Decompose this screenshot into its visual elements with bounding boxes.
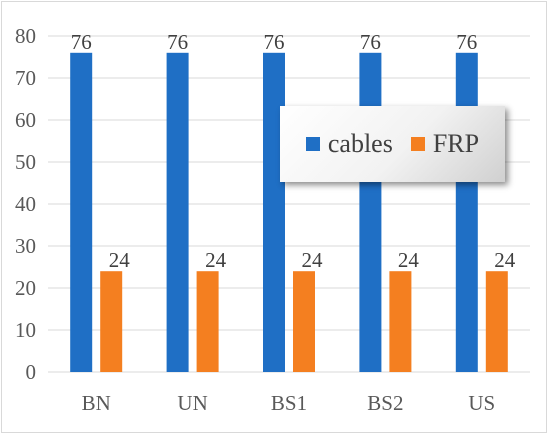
data-label: 24 bbox=[205, 248, 227, 272]
legend-item-frp: FRP bbox=[410, 129, 480, 159]
bar-cables bbox=[263, 52, 285, 373]
data-label: 24 bbox=[302, 248, 324, 272]
data-label: 24 bbox=[109, 248, 131, 272]
bar-frp bbox=[293, 271, 315, 372]
y-tick-label: 0 bbox=[26, 360, 37, 384]
y-tick-label: 60 bbox=[15, 108, 36, 132]
y-tick-label: 10 bbox=[15, 318, 36, 342]
y-tick-label: 40 bbox=[15, 192, 36, 216]
y-tick-label: 20 bbox=[15, 276, 36, 300]
y-tick-label: 50 bbox=[15, 150, 36, 174]
y-tick-label: 70 bbox=[15, 66, 36, 90]
legend-swatch-cables bbox=[305, 137, 320, 151]
x-tick-label: BS2 bbox=[367, 391, 403, 415]
data-label: 76 bbox=[71, 30, 92, 54]
bar-cables bbox=[455, 52, 478, 373]
y-tick-label: 30 bbox=[15, 234, 36, 258]
bar-frp bbox=[389, 271, 412, 372]
bar-cables bbox=[166, 52, 189, 373]
data-label: 76 bbox=[456, 30, 477, 54]
data-label: 76 bbox=[167, 30, 188, 54]
legend-label-cables: cables bbox=[327, 129, 393, 158]
legend-label-frp: FRP bbox=[432, 129, 480, 158]
x-tick-label: UN bbox=[177, 391, 207, 415]
chart-legend: cables FRP bbox=[280, 106, 505, 182]
legend-item-cables: cables bbox=[305, 129, 393, 159]
bar-frp bbox=[196, 271, 219, 372]
data-label: 24 bbox=[398, 248, 420, 272]
data-label: 76 bbox=[360, 30, 381, 54]
y-tick-label: 80 bbox=[15, 24, 36, 48]
bar-cables bbox=[359, 52, 382, 373]
x-tick-label: US bbox=[468, 391, 495, 415]
bar-frp bbox=[100, 271, 123, 372]
x-tick-label: BN bbox=[82, 391, 111, 415]
bar-frp bbox=[485, 271, 508, 372]
data-label: 24 bbox=[494, 248, 516, 272]
bar-cables bbox=[70, 52, 93, 373]
legend-swatch-frp bbox=[410, 137, 425, 151]
x-tick-label: BS1 bbox=[271, 391, 307, 415]
data-label: 76 bbox=[264, 30, 285, 54]
